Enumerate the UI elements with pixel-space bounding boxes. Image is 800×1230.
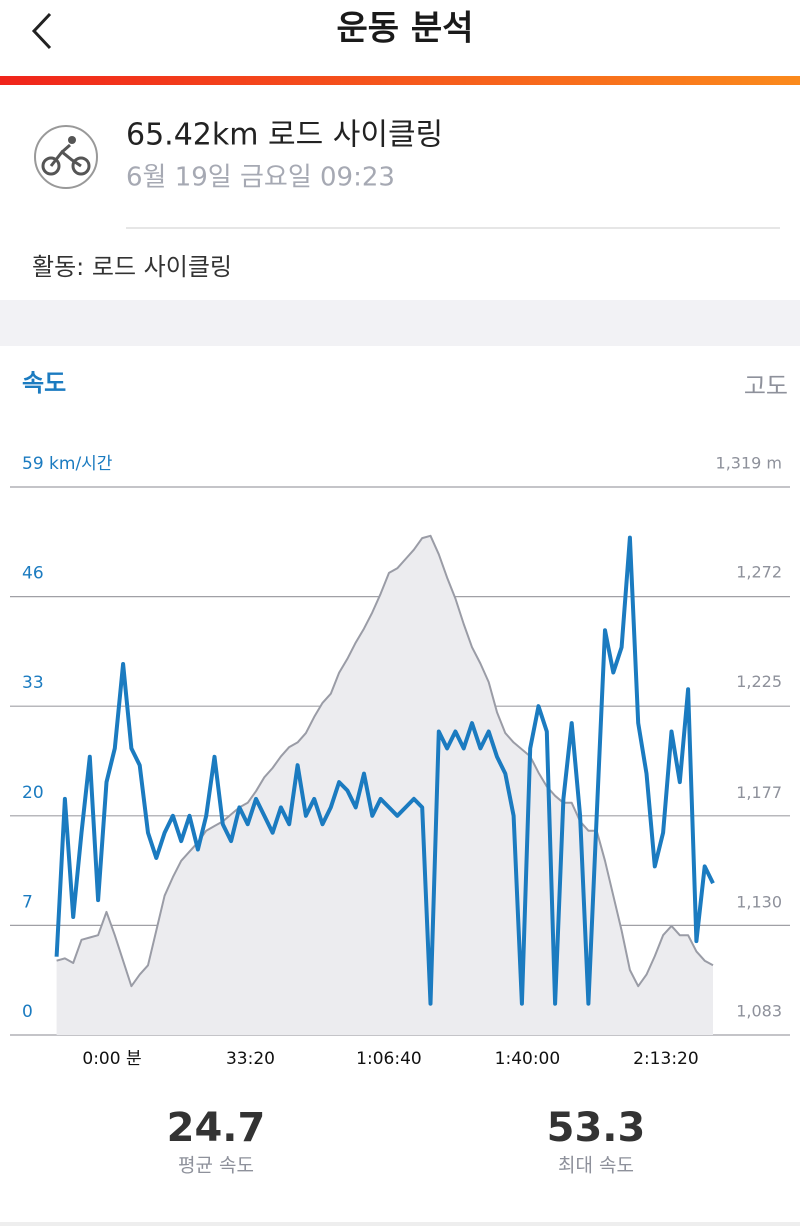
series-line <box>54 535 715 1006</box>
legend-speed: 속도 <box>22 369 66 397</box>
x-tick-label: 0:00 분 <box>82 1049 141 1069</box>
stat-label: 평균 속도 <box>178 1155 254 1177</box>
y2-tick-label: 1,225 <box>736 672 782 691</box>
x-tick-label: 1:06:40 <box>356 1049 422 1069</box>
back-button[interactable] <box>31 12 52 50</box>
y-tick-label: 0 <box>22 1002 33 1022</box>
stat-label: 최대 속도 <box>558 1155 634 1177</box>
stat-value: 53.3 <box>547 1105 646 1151</box>
y2-tick-label: 1,177 <box>736 783 782 802</box>
x-tick-label: 1:40:00 <box>495 1049 561 1069</box>
y-tick-label: 7 <box>22 892 33 912</box>
bike-rider-head <box>68 136 76 144</box>
y-tick-label: 20 <box>22 783 44 803</box>
y-tick-label: 46 <box>22 564 44 584</box>
x-tick-label: 33:20 <box>226 1049 275 1069</box>
section-gap <box>0 300 800 346</box>
series-line <box>56 534 714 988</box>
page-title: 운동 분석 <box>337 9 474 49</box>
y2-tick-label: 1,272 <box>736 563 782 582</box>
y-tick-label: 59 km/시간 <box>22 454 113 474</box>
elevation-area <box>56 535 714 1035</box>
bottom-edge <box>0 1222 800 1226</box>
stat-value: 24.7 <box>167 1105 266 1151</box>
activity-date: 6월 19일 금요일 09:23 <box>126 163 395 193</box>
y2-tick-label: 1,319 m <box>716 454 782 473</box>
y2-tick-label: 1,130 <box>736 892 782 911</box>
bike-glyph <box>41 143 91 176</box>
activity-title: 65.42km 로드 사이클링 <box>126 118 443 153</box>
x-tick-label: 2:13:20 <box>633 1049 699 1069</box>
y2-tick-label: 1,083 <box>736 1002 782 1021</box>
activity-type: 활동: 로드 사이클링 <box>32 253 232 281</box>
accent-bar <box>0 76 800 85</box>
legend-elevation: 고도 <box>744 372 788 400</box>
y-tick-label: 33 <box>22 673 44 693</box>
